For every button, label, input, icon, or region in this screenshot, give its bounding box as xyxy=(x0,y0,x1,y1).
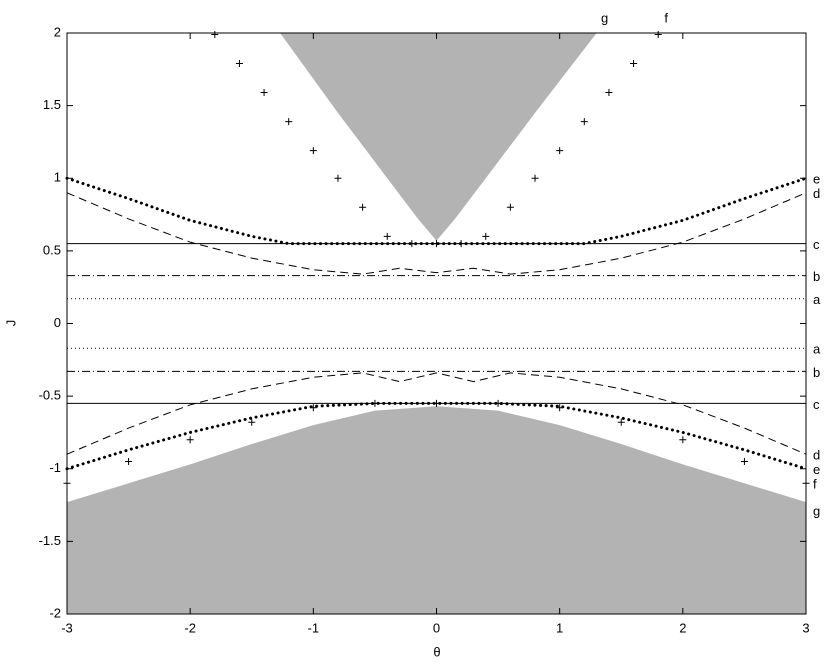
curve-label: c xyxy=(813,397,820,412)
plus-marker xyxy=(605,89,613,97)
x-tick-label: 2 xyxy=(679,620,686,635)
plus-marker xyxy=(494,399,502,407)
plus-marker xyxy=(309,147,317,155)
y-tick-label: -2 xyxy=(49,605,61,620)
x-tick-label: -2 xyxy=(184,620,196,635)
curve xyxy=(65,176,808,246)
curve-label: g xyxy=(601,10,608,25)
y-axis-label: J xyxy=(3,320,18,327)
y-tick-label: -0.5 xyxy=(39,388,61,403)
plus-marker xyxy=(531,174,539,182)
plus-marker xyxy=(211,30,219,38)
x-tick-label: -3 xyxy=(61,620,73,635)
curve-label: b xyxy=(813,365,820,380)
plus-marker xyxy=(679,436,687,444)
plus-marker xyxy=(186,436,194,444)
region xyxy=(67,406,806,614)
y-tick-label: -1.5 xyxy=(39,533,61,548)
plus-marker xyxy=(433,240,440,248)
plus-marker xyxy=(235,60,243,68)
plus-marker xyxy=(125,457,133,465)
plus-marker xyxy=(740,457,748,465)
y-tick-label: -1 xyxy=(49,460,61,475)
x-tick-label: -1 xyxy=(308,620,320,635)
plus-marker xyxy=(334,174,342,182)
plus-marker xyxy=(383,232,391,240)
y-tick-label: 0.5 xyxy=(43,242,61,257)
plus-marker xyxy=(617,418,625,426)
y-tick-label: 0 xyxy=(54,315,61,330)
plus-marker xyxy=(630,60,638,68)
plus-marker xyxy=(457,240,465,248)
plus-marker xyxy=(556,404,564,412)
y-tick-label: 2 xyxy=(54,24,61,39)
curve-label: d xyxy=(813,448,820,463)
x-tick-label: 0 xyxy=(433,620,440,635)
x-tick-label: 3 xyxy=(802,620,809,635)
curve xyxy=(66,372,807,455)
plus-marker xyxy=(556,147,564,155)
curve xyxy=(65,401,808,471)
plus-marker xyxy=(285,118,293,126)
curve-label: f xyxy=(813,477,817,492)
plus-marker xyxy=(260,89,268,97)
plus-marker xyxy=(359,203,367,211)
x-tick-label: 1 xyxy=(556,620,563,635)
plus-marker xyxy=(506,203,514,211)
y-tick-label: 1.5 xyxy=(43,97,61,112)
curve-label: e xyxy=(813,462,820,477)
curve-label: d xyxy=(813,186,820,201)
plus-marker xyxy=(248,418,256,426)
curve xyxy=(66,192,807,275)
curve-label: e xyxy=(813,172,820,187)
curve-label: a xyxy=(813,342,821,357)
region xyxy=(280,33,597,241)
curve-label: b xyxy=(813,269,820,284)
plus-marker xyxy=(482,232,490,240)
x-axis-label: θ xyxy=(433,644,440,659)
plus-marker xyxy=(580,118,588,126)
curve-label: g xyxy=(813,504,820,519)
plus-marker xyxy=(408,240,416,248)
plus-marker xyxy=(433,399,440,407)
y-tick-label: 1 xyxy=(54,170,61,185)
plus-marker xyxy=(654,30,662,38)
plus-marker xyxy=(309,404,317,412)
plus-marker xyxy=(371,399,379,407)
curve-label: f xyxy=(664,10,668,25)
curve-label: c xyxy=(813,237,820,252)
curve-label: a xyxy=(813,292,821,307)
